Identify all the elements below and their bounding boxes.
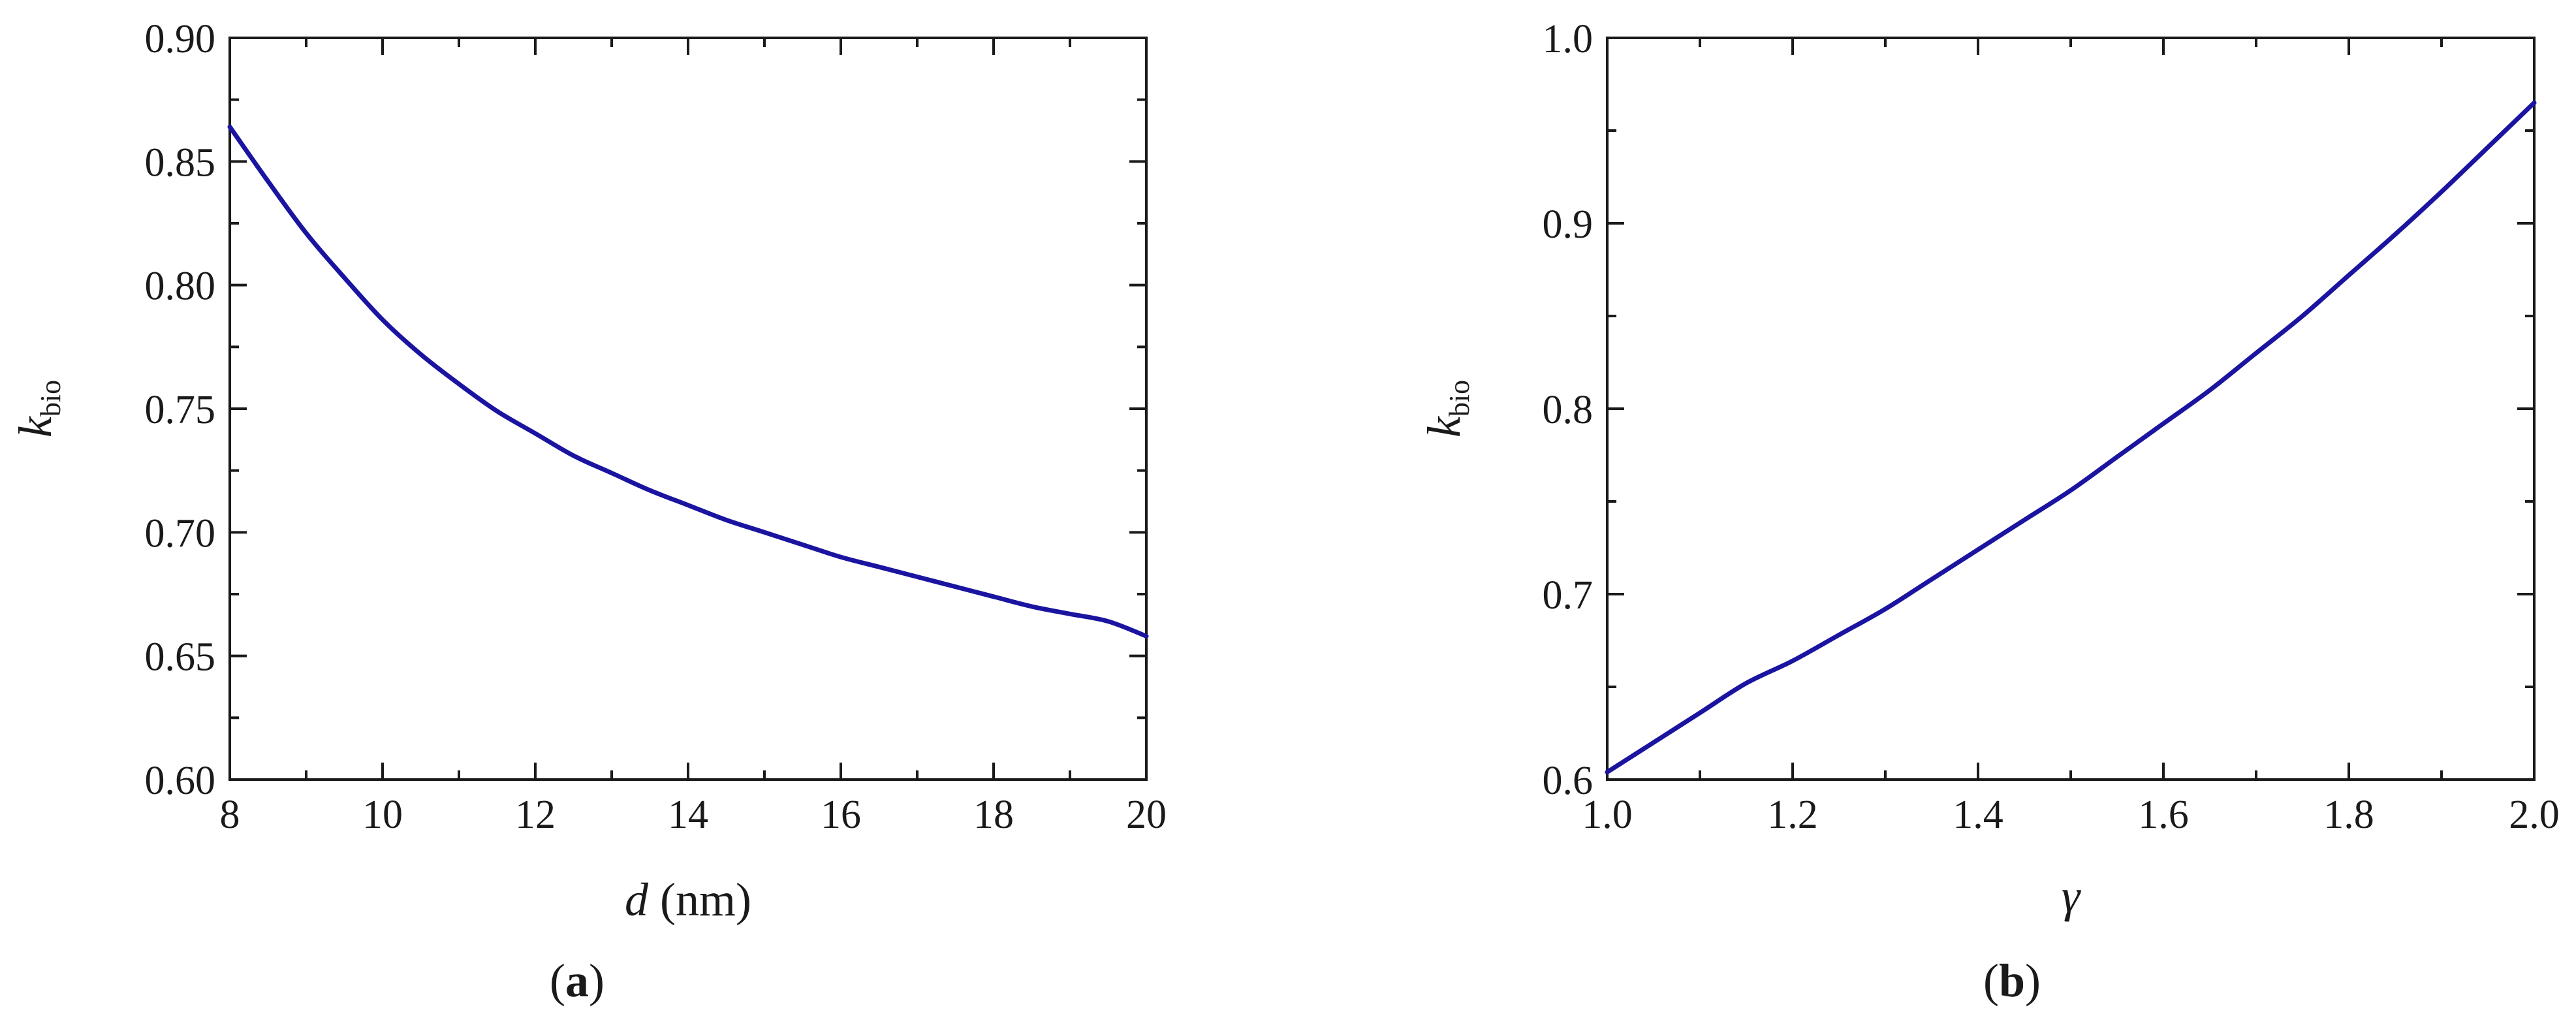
panel-a-tick-labels: 8 10 12 14 16 18 20 0.60 0.65 0.70 0.75 0.80 0.85 0.9… [145, 17, 1167, 837]
panel-a-series-line [227, 124, 1149, 639]
y-tick-label: 0.6 [1543, 759, 1594, 803]
y-tick-label: 0.90 [145, 17, 216, 61]
panel-b-y-symbol: k [1418, 415, 1470, 437]
y-tick-label: 0.75 [145, 388, 216, 432]
y-tick-label: 0.70 [145, 511, 216, 556]
panel-a-plot-frame [228, 37, 1148, 781]
y-tick-label: 0.85 [145, 140, 216, 185]
panel-b-caption: (b) [1983, 955, 2041, 1007]
x-tick-label: 20 [1126, 793, 1167, 837]
x-tick-label: 10 [362, 793, 403, 837]
x-tick-label: 1.2 [1767, 793, 1818, 837]
panel-a: 8 10 12 14 16 18 20 0.60 0.65 0.70 0.75 0.80 0.85 0.9… [9, 17, 1167, 1007]
y-tick-label: 0.60 [145, 759, 216, 803]
panel-b-plot-frame [1606, 37, 2536, 781]
x-tick-label: 14 [668, 793, 708, 837]
x-tick-label: 1.6 [2138, 793, 2189, 837]
panel-b: 1.0 1.2 1.4 1.6 1.8 2.0 0.6 0.7 0.8 0.9 1.0 kbio γ… [1418, 17, 2560, 1007]
panel-a-x-space [648, 874, 660, 926]
x-tick-label: 12 [515, 793, 556, 837]
panel-b-x-axis-label: γ [2062, 870, 2081, 922]
y-tick-label: 1.0 [1543, 17, 1594, 61]
panel-a-y-axis-label: kbio [9, 380, 67, 437]
panel-a-ticks [228, 37, 1148, 781]
panel-a-y-subscript: bio [35, 380, 67, 417]
x-tick-label: 18 [973, 793, 1014, 837]
y-tick-label: 0.65 [145, 635, 216, 680]
y-tick-label: 0.7 [1543, 573, 1594, 618]
panel-b-y-subscript: bio [1443, 380, 1475, 417]
y-tick-label: 0.80 [145, 264, 216, 309]
panel-b-ticks [1606, 37, 2536, 781]
panel-b-series-line [1605, 100, 2537, 775]
panel-a-caption: (a) [550, 955, 605, 1007]
x-tick-label: 1.0 [1582, 793, 1633, 837]
panel-a-y-symbol: k [9, 415, 61, 437]
y-tick-label: 0.9 [1543, 202, 1594, 247]
panel-b-tick-labels: 1.0 1.2 1.4 1.6 1.8 2.0 0.6 0.7 0.8 0.9 1.0 [1543, 17, 2560, 837]
y-tick-label: 0.8 [1543, 388, 1594, 432]
panel-b-y-axis-label: kbio [1418, 380, 1475, 437]
x-tick-label: 1.8 [2323, 793, 2374, 837]
x-tick-label: 2.0 [2509, 793, 2560, 837]
panel-a-x-axis-label: d (nm) [625, 874, 751, 926]
x-tick-label: 8 [220, 793, 240, 837]
panel-a-caption-letter: a [565, 955, 589, 1007]
panel-a-x-unit: (nm) [660, 874, 751, 926]
x-tick-label: 1.4 [1953, 793, 2003, 837]
x-tick-label: 16 [821, 793, 861, 837]
panel-a-x-symbol: d [625, 874, 649, 926]
panel-b-caption-letter: b [1999, 955, 2025, 1007]
